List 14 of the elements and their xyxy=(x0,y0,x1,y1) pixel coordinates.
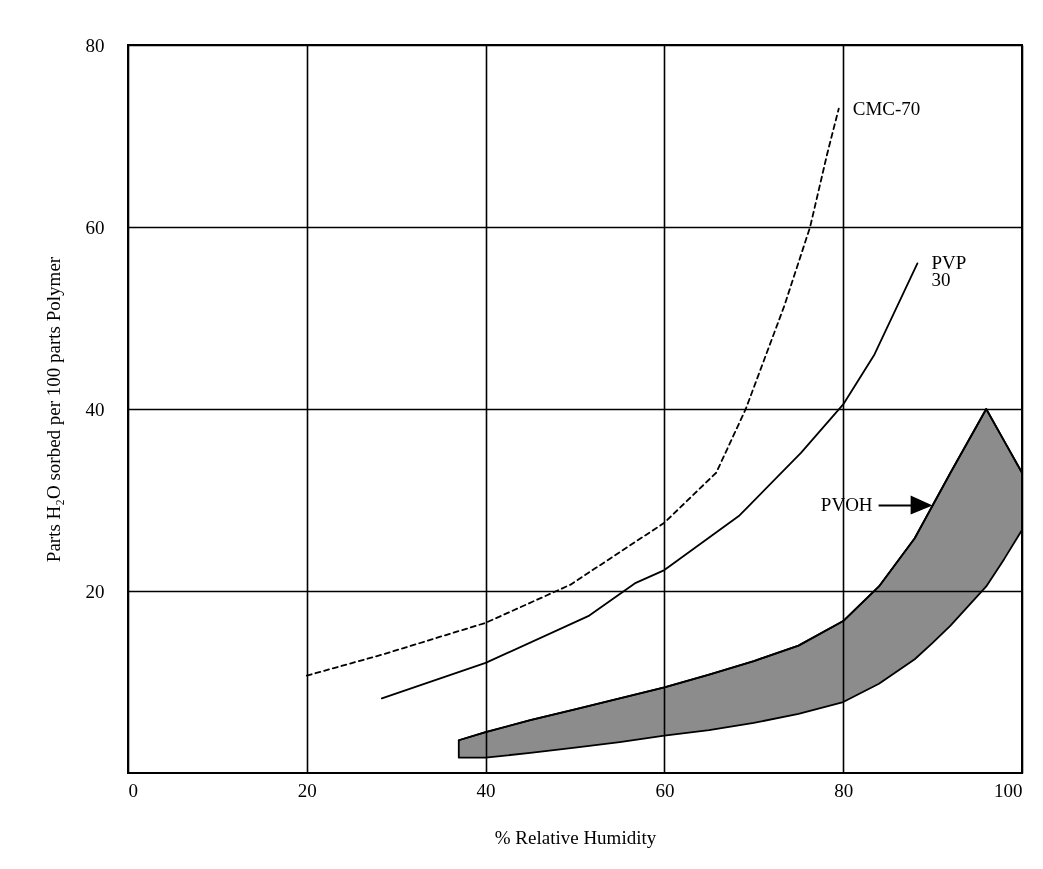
x-tick-label: 60 xyxy=(655,779,675,801)
series-label: PVP 30 xyxy=(931,252,967,291)
y-tick-label: 60 xyxy=(85,216,105,238)
x-tick-label: 100 xyxy=(994,779,1023,801)
y-tick-label: 20 xyxy=(85,580,105,602)
x-axis-title: % Relative Humidity xyxy=(494,826,657,848)
x-tick-label: 80 xyxy=(834,779,854,801)
x-tick-label: 40 xyxy=(476,779,496,801)
x-tick-label: 0 xyxy=(128,779,138,801)
series-label: CMC-70 xyxy=(852,97,921,119)
y-axis-title: Parts H₂O sorbed per 100 parts Polymer xyxy=(42,256,64,563)
x-tick-label: 20 xyxy=(297,779,317,801)
y-tick-label: 80 xyxy=(85,34,105,56)
y-tick-label: 40 xyxy=(85,398,105,420)
